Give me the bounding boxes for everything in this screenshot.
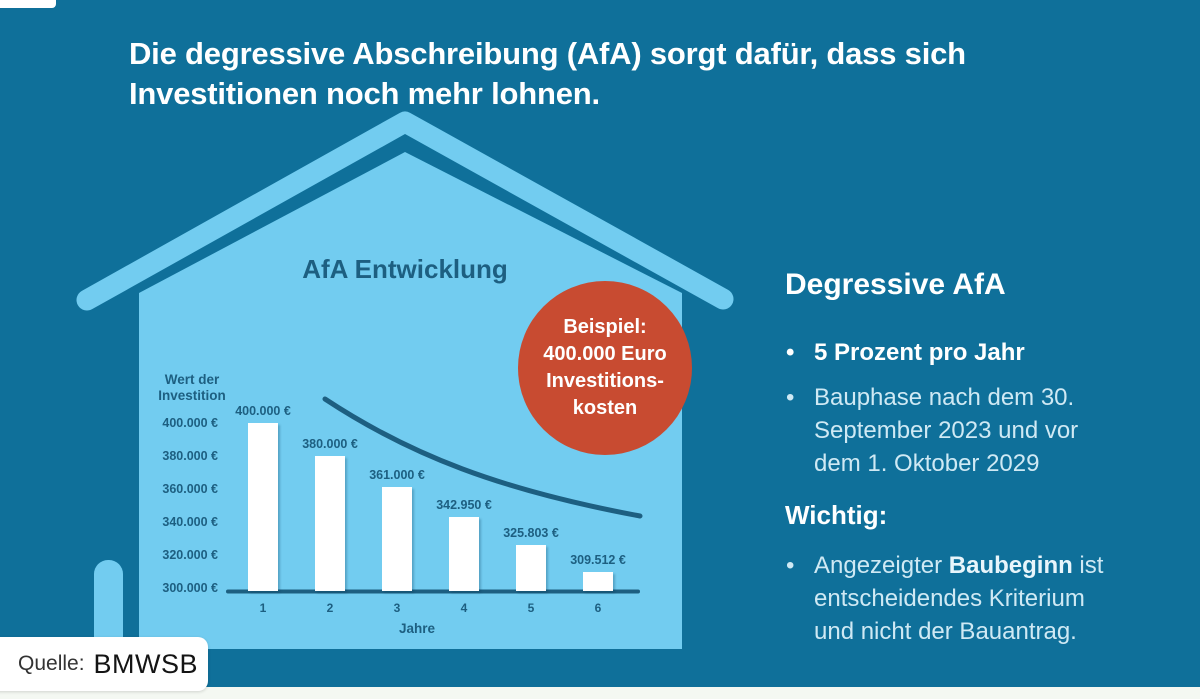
bar-value-label: 309.512 €: [570, 553, 626, 568]
y-axis-tick-label: 380.000 €: [162, 449, 218, 463]
bullet-dot: •: [786, 384, 795, 411]
bar-value-label: 342.950 €: [436, 498, 492, 513]
x-axis-tick-label: 1: [259, 601, 267, 615]
bar-year-4: [449, 517, 479, 591]
bar-value-label: 361.000 €: [369, 468, 425, 483]
bar-year-1: [248, 423, 278, 591]
top-edge-white-chip: [0, 0, 56, 8]
chart-y-axis-label: Wert der Investition: [158, 372, 226, 403]
x-axis-tick-label: 6: [594, 601, 602, 615]
info-panel-subheading: Wichtig:: [785, 500, 888, 530]
bullet-text-suffix: ist entscheidendes Kriterium und nicht d…: [814, 552, 1104, 645]
bullet-text-prefix: Angezeigter: [814, 552, 949, 579]
bar-value-label: 325.803 €: [503, 526, 559, 541]
bullet-dot: •: [786, 552, 795, 579]
footer-strip: [0, 687, 1200, 699]
bullet-text-bold-word: Baubeginn: [948, 552, 1073, 579]
bar-year-5: [516, 545, 546, 591]
bar-value-label: 380.000 €: [302, 437, 358, 451]
bullet-text-percent: 5 Prozent pro Jahr: [814, 339, 1025, 366]
x-axis-tick-label: 2: [326, 601, 334, 615]
bullet-text-baubeginn: Angezeigter Baubeginn ist entscheidendes…: [814, 549, 1103, 648]
chart-x-axis-label: Jahre: [398, 621, 436, 636]
bar-value-label: 400.000 €: [235, 404, 291, 418]
x-axis-tick-label: 4: [460, 601, 468, 615]
roof-band-shape: [76, 111, 734, 311]
bullet-item-baubeginn: • Angezeigter Baubeginn ist entscheidend…: [786, 549, 1186, 648]
trend-curve: [322, 396, 643, 519]
info-panel-heading: Degressive AfA: [785, 268, 1006, 301]
example-badge: Beispiel: 400.000 Euro Investitions- kos…: [518, 281, 692, 455]
source-label: Quelle:: [18, 652, 85, 675]
bullet-item-percent: • 5 Prozent pro Jahr: [786, 336, 1186, 369]
y-axis-tick-label: 300.000 €: [162, 581, 218, 595]
bar-year-3: [382, 487, 412, 591]
x-axis-tick-label: 5: [527, 601, 535, 615]
chart-title: AfA Entwicklung: [302, 254, 508, 284]
page-title: Die degressive Abschreibung (AfA) sorgt …: [129, 36, 966, 111]
bar-year-6: [583, 572, 613, 591]
x-axis-tick-label: 3: [393, 601, 401, 615]
y-axis-tick-label: 320.000 €: [162, 548, 218, 562]
bullet-text-bauphase: Bauphase nach dem 30. September 2023 und…: [814, 384, 1079, 477]
badge-line: kosten: [572, 397, 638, 419]
y-axis-tick-label: 400.000 €: [162, 416, 218, 430]
y-axis-tick-label: 360.000 €: [162, 482, 218, 496]
source-box: Quelle: BMWSB: [0, 637, 208, 691]
badge-line: Beispiel:: [563, 316, 647, 338]
bullet-dot: •: [786, 339, 795, 366]
bullet-item-bauphase: • Bauphase nach dem 30. September 2023 u…: [786, 381, 1186, 480]
bar-year-2: [315, 456, 345, 591]
badge-line: 400.000 Euro: [543, 343, 667, 365]
y-axis-tick-label: 340.000 €: [162, 515, 218, 529]
source-value: BMWSB: [93, 648, 199, 679]
badge-line: Investitions-: [546, 370, 664, 392]
